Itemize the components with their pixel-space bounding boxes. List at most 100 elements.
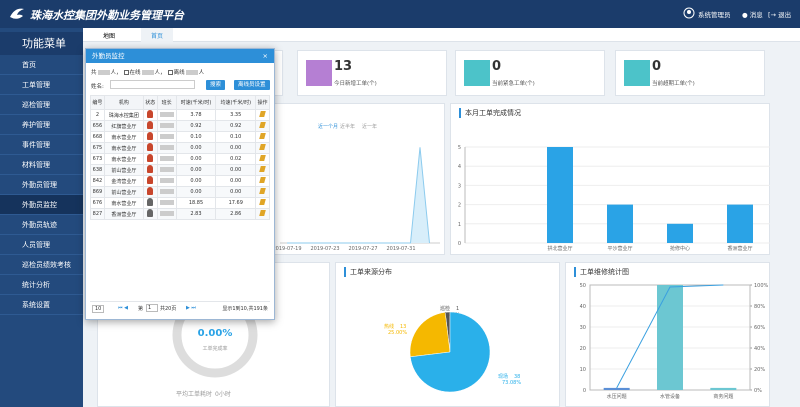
range-option[interactable]: 近半年 — [340, 123, 355, 130]
locate-icon[interactable] — [259, 144, 266, 150]
menu-item[interactable]: 外勤员管理 — [0, 175, 83, 195]
y2-tick-label: 40% — [754, 346, 765, 352]
app-title: 珠海水控集团外勤业务管理平台 — [30, 9, 184, 22]
name-blur — [159, 188, 174, 194]
area — [287, 147, 430, 243]
column-header: 机构 — [103, 95, 144, 110]
menu-item[interactable]: 外勤员监控 — [0, 195, 83, 215]
panel-title: 工单维修统计图 — [574, 267, 629, 277]
count-blur — [185, 69, 198, 75]
status-icon — [147, 187, 154, 195]
cell: 0.00 — [215, 164, 257, 176]
slice-value: 38 — [514, 374, 520, 380]
cell: 南水营业厅 — [103, 131, 144, 143]
cell: 红旗营业厅 — [103, 120, 144, 132]
pager-nav[interactable]: ▶ ⏭ — [186, 305, 196, 311]
filter-text: 人， — [110, 70, 122, 76]
logout-text[interactable]: 退出 — [778, 11, 792, 19]
bar — [727, 204, 753, 243]
op-cell — [255, 131, 270, 143]
name-cell — [156, 164, 177, 176]
status-cell — [142, 175, 158, 187]
tab[interactable]: 地图 — [103, 33, 116, 40]
locate-icon[interactable] — [259, 188, 266, 194]
cell: 0.92 — [215, 120, 257, 132]
cell: 2.86 — [215, 208, 257, 220]
column-header: 时速(千米/时) — [175, 95, 217, 110]
status-cell — [142, 131, 158, 143]
filter-text: 离线 — [173, 70, 185, 76]
locate-icon[interactable] — [259, 155, 266, 161]
y-tick-label: 5 — [458, 145, 461, 151]
menu-item[interactable]: 系统设置 — [0, 295, 83, 315]
x-tick-label: 水压问题 — [607, 393, 627, 400]
menu-item[interactable]: 人员管理 — [0, 235, 83, 255]
table-row: 668 南水营业厅 0.10 0.10 — [90, 131, 270, 143]
menu-item[interactable]: 养护管理 — [0, 115, 83, 135]
filter-text: 人 — [198, 70, 205, 76]
cell: 0.00 — [175, 153, 217, 165]
x-tick-label: 2019-07-27 — [348, 246, 377, 252]
name-input[interactable] — [110, 80, 195, 89]
cell: 673 — [90, 153, 105, 165]
range-option[interactable]: 近一个月 — [318, 123, 338, 130]
locate-icon[interactable] — [259, 177, 266, 183]
tab-active[interactable]: 首页 — [141, 28, 174, 42]
header-row: 编号 机构 状态 班长 时速(千米/时) 均速(千米/时) 操作 — [90, 95, 270, 110]
stat-value: 13 — [334, 59, 353, 74]
menu-item[interactable]: 事件管理 — [0, 135, 83, 155]
locate-icon[interactable] — [259, 133, 266, 139]
range-option[interactable]: 近一年 — [362, 123, 377, 130]
x-tick-label: 2019-07-31 — [386, 246, 415, 252]
locate-icon[interactable] — [259, 210, 266, 216]
table-row: 869 前山营业厅 0.00 0.00 — [90, 186, 270, 198]
name-cell — [156, 208, 177, 220]
page-input[interactable]: 1 — [146, 304, 158, 312]
user-icon — [683, 7, 695, 19]
logout[interactable]: [→ 退出 — [768, 11, 792, 19]
locate-icon[interactable] — [259, 199, 266, 205]
messages-text[interactable]: 消息 — [749, 11, 763, 19]
table-row: 827 香洲营业厅 2.83 2.86 — [90, 208, 270, 220]
header: 珠海水控集团外勤业务管理平台 系统管理员 ● 消息 [→ 退出 — [0, 0, 800, 28]
y-tick-label: 2 — [458, 203, 461, 209]
cell: 南水营业厅 — [103, 142, 144, 154]
locate-icon[interactable] — [259, 122, 266, 128]
name-blur — [159, 122, 174, 128]
user-name[interactable]: 系统管理员 — [698, 11, 731, 19]
menu-item[interactable]: 巡检管理 — [0, 95, 83, 115]
name-blur — [159, 144, 174, 150]
y-tick-label: 3 — [458, 183, 461, 189]
offline-settings-button[interactable]: 离线员设置 — [234, 80, 270, 90]
status-cell — [142, 197, 158, 209]
cell: 675 — [90, 142, 105, 154]
x-tick-label: 抢修中心 — [670, 245, 690, 252]
slice-value: 1 — [456, 306, 459, 312]
cell: 南水营业厅 — [103, 153, 144, 165]
slice-percent: 25.00% — [388, 330, 407, 336]
locate-icon[interactable] — [259, 166, 266, 172]
pager-nav[interactable]: ⏮ ◀ — [118, 305, 128, 311]
cell: 0.92 — [175, 120, 217, 132]
menu-item[interactable]: 巡检员绩效考核 — [0, 255, 83, 275]
name-blur — [159, 111, 174, 117]
status-icon — [147, 143, 154, 151]
locate-icon[interactable] — [259, 111, 266, 117]
stat-card: 0 当前超期工单(个) — [615, 50, 765, 96]
menu-item[interactable]: 统计分析 — [0, 275, 83, 295]
column-header: 班长 — [156, 95, 177, 110]
menu-item[interactable]: 外勤员轨迹 — [0, 215, 83, 235]
x-tick-label: 商务问题 — [713, 393, 733, 400]
page-size[interactable]: 10 — [92, 305, 105, 313]
search-button[interactable]: 搜索 — [206, 80, 226, 90]
name-cell — [156, 186, 177, 198]
close[interactable]: × — [262, 52, 268, 60]
x-tick-label: 平沙营业厅 — [607, 245, 632, 252]
summary: 显示1到10,共191条 — [222, 306, 268, 312]
status-cell — [142, 208, 158, 220]
menu-item[interactable]: 工单管理 — [0, 75, 83, 95]
messages[interactable]: ● 消息 — [742, 11, 763, 19]
menu-item[interactable]: 首页 — [0, 55, 83, 75]
status-cell — [142, 109, 158, 121]
menu-item[interactable]: 材料管理 — [0, 155, 83, 175]
